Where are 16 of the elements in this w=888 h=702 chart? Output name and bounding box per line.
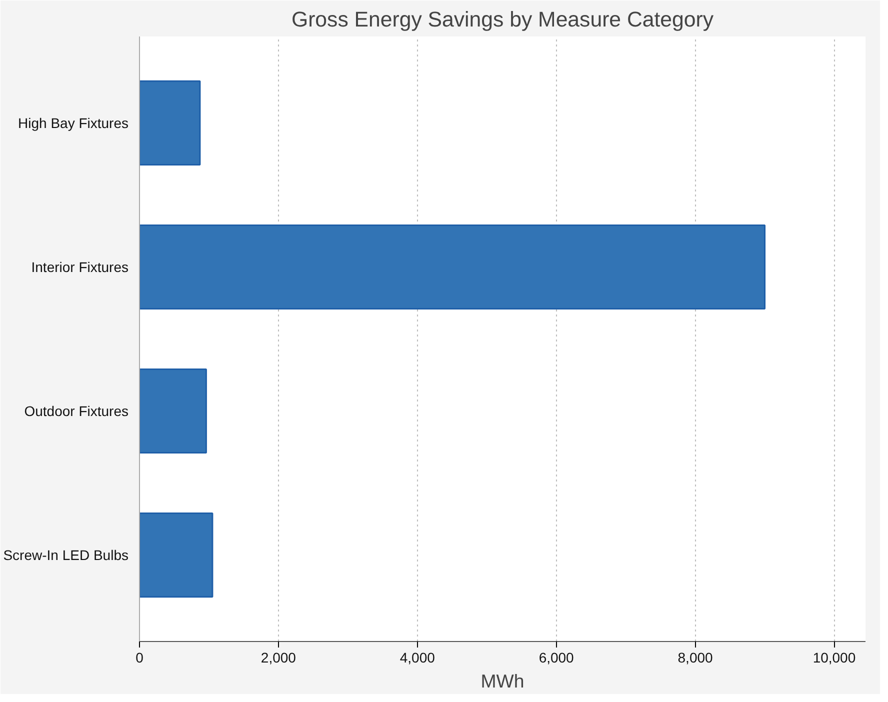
bar xyxy=(140,80,201,166)
x-tick-label: 0 xyxy=(136,650,144,666)
y-tick-label: Outdoor Fixtures xyxy=(24,403,129,420)
y-tick-label: High Bay Fixtures xyxy=(18,114,128,131)
bar xyxy=(140,224,766,310)
y-tick-label: Screw-In LED Bulbs xyxy=(3,547,129,564)
bar xyxy=(140,368,207,454)
x-tick-label: 6,000 xyxy=(538,650,574,666)
y-tick-label: Interior Fixtures xyxy=(31,258,128,275)
x-tick-label: 4,000 xyxy=(400,650,436,666)
x-tick-label: 10,000 xyxy=(812,650,856,666)
x-tick-label: 8,000 xyxy=(678,650,714,666)
x-tick-label: 2,000 xyxy=(260,650,296,666)
x-axis-title: MWh xyxy=(480,670,524,692)
bar xyxy=(140,512,214,598)
chart-title: Gross Energy Savings by Measure Category xyxy=(291,8,714,32)
